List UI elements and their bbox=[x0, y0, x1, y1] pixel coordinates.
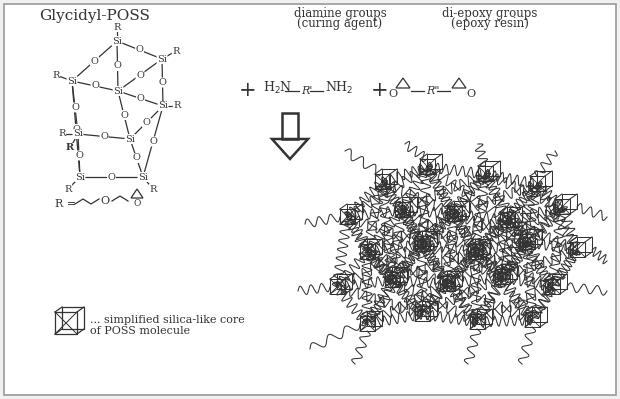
Text: O: O bbox=[107, 172, 115, 182]
Text: Si: Si bbox=[138, 172, 148, 182]
Text: R: R bbox=[52, 71, 60, 79]
Text: O: O bbox=[159, 78, 166, 87]
Text: (curing agent): (curing agent) bbox=[298, 16, 383, 30]
Text: +: + bbox=[239, 81, 257, 101]
Text: O: O bbox=[71, 103, 79, 112]
Text: Si: Si bbox=[112, 36, 122, 45]
Text: O: O bbox=[72, 124, 80, 134]
Text: O: O bbox=[120, 111, 128, 119]
Text: R: R bbox=[172, 47, 180, 55]
Text: NH$_2$: NH$_2$ bbox=[325, 80, 353, 96]
Text: R =: R = bbox=[55, 199, 76, 209]
Text: Si: Si bbox=[158, 101, 168, 111]
Text: Si: Si bbox=[73, 130, 83, 138]
Text: O: O bbox=[149, 137, 157, 146]
Text: O: O bbox=[113, 61, 122, 71]
Text: di-epoxy groups: di-epoxy groups bbox=[442, 6, 538, 20]
Text: O: O bbox=[91, 81, 99, 91]
Text: O: O bbox=[136, 94, 144, 103]
Text: O: O bbox=[136, 45, 143, 55]
Text: Si: Si bbox=[67, 77, 77, 85]
Text: R: R bbox=[66, 144, 74, 152]
Text: R: R bbox=[66, 144, 74, 152]
Text: O: O bbox=[75, 151, 83, 160]
Text: Si: Si bbox=[125, 134, 135, 144]
Text: O: O bbox=[91, 57, 99, 65]
Text: diamine groups: diamine groups bbox=[294, 6, 386, 20]
Text: Glycidyl-POSS: Glycidyl-POSS bbox=[40, 9, 151, 23]
Text: +: + bbox=[371, 81, 389, 101]
Text: R: R bbox=[113, 22, 121, 32]
Text: of POSS molecule: of POSS molecule bbox=[90, 326, 190, 336]
Text: O: O bbox=[466, 89, 476, 99]
Text: R': R' bbox=[301, 86, 312, 96]
Text: O: O bbox=[100, 196, 110, 206]
Text: Si: Si bbox=[113, 87, 123, 95]
Text: R: R bbox=[149, 184, 157, 194]
Text: R: R bbox=[174, 101, 180, 111]
Text: ... simplified silica-like core: ... simplified silica-like core bbox=[90, 315, 245, 325]
Text: Si: Si bbox=[157, 55, 167, 63]
Text: Si: Si bbox=[75, 172, 85, 182]
Text: R": R" bbox=[426, 86, 440, 96]
Text: R: R bbox=[64, 184, 72, 194]
Text: H$_2$N: H$_2$N bbox=[263, 80, 293, 96]
Text: O: O bbox=[143, 118, 151, 127]
Text: O: O bbox=[133, 154, 141, 162]
Text: O: O bbox=[100, 132, 108, 141]
Text: O: O bbox=[389, 89, 397, 99]
Text: R: R bbox=[58, 130, 66, 138]
Text: (epoxy resin): (epoxy resin) bbox=[451, 16, 529, 30]
Text: O: O bbox=[133, 198, 141, 207]
Text: O: O bbox=[136, 71, 144, 79]
